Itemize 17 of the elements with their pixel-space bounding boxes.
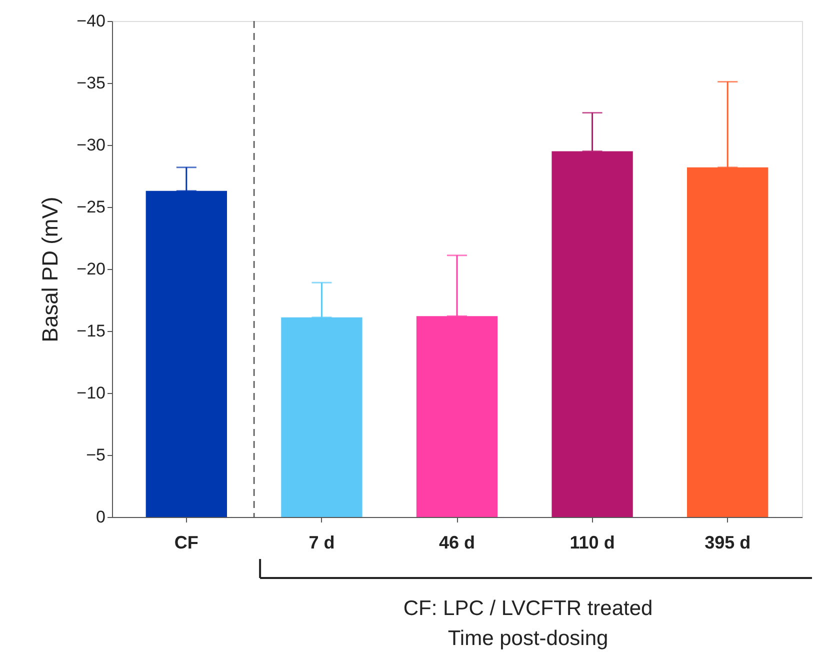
y-tick-label: −20 [76,260,106,278]
x-tick-label: 110 d [570,532,615,552]
x-tick-label: 46 d [438,532,476,552]
text: Time post-dosing [448,627,608,650]
y-tick-label: −25 [76,198,106,216]
y-tick-label: −5 [86,446,106,464]
y-tick-label: −35 [76,74,106,92]
y-tick-label: −15 [76,322,106,340]
y-tick-label: 0 [96,508,106,526]
y-tick-label: −40 [76,12,106,30]
x-tick-label: CF [174,532,198,552]
y-tick-label: −10 [76,384,106,402]
text: CF: LPC / LVCFTR treated [403,597,653,620]
x-tick-label: 7 d [308,532,335,552]
y-axis-title: Basal PD (mV) [38,196,63,342]
y-tick-label: −30 [76,136,106,154]
x-tick-label: 395 d [704,532,751,552]
